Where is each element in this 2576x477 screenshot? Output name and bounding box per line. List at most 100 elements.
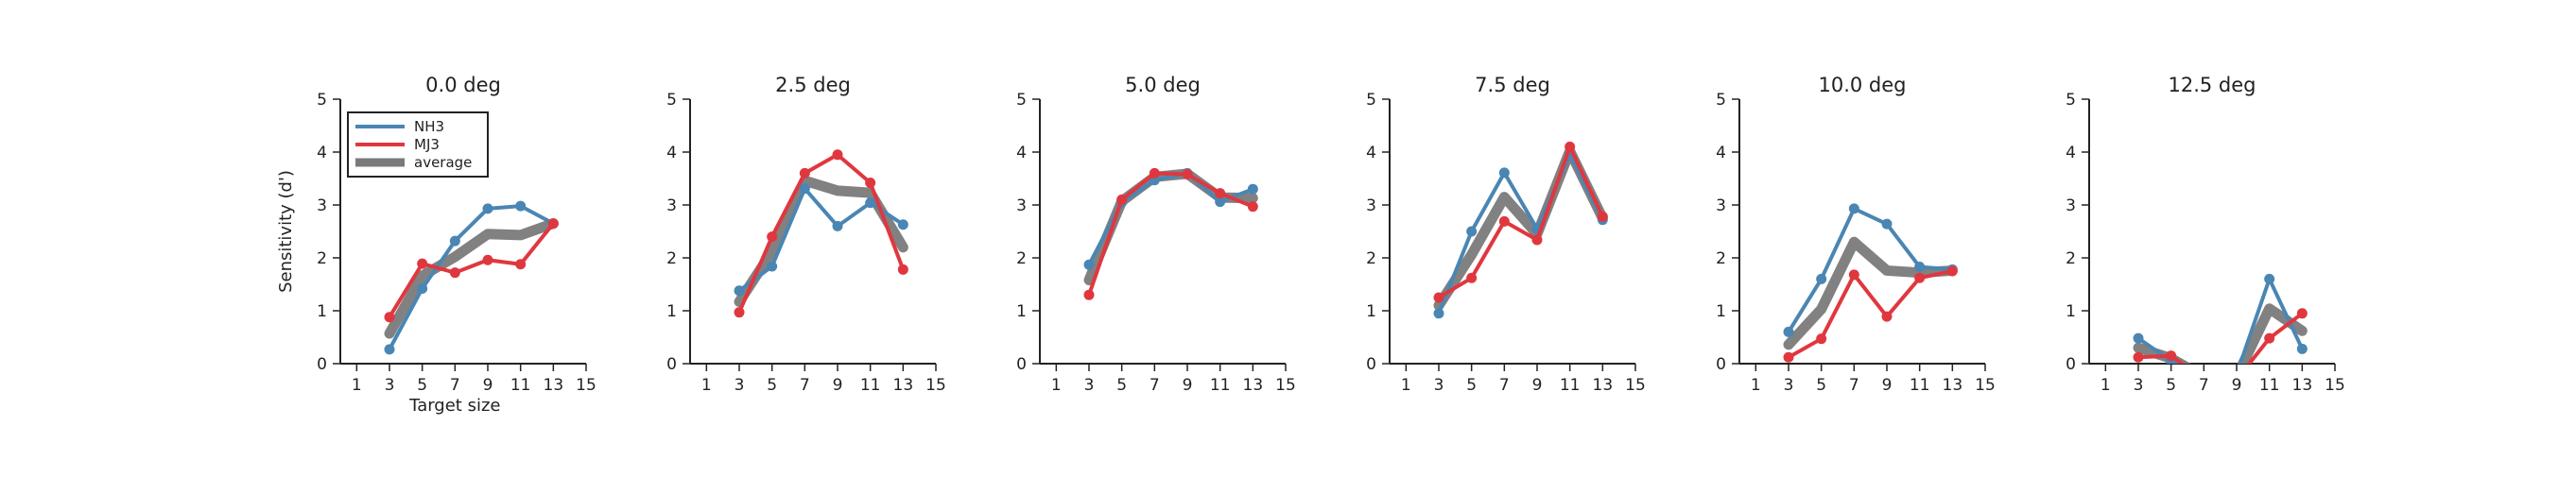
data-point-MJ3 bbox=[1565, 141, 1576, 152]
series-line-average bbox=[384, 218, 559, 339]
data-point-NH3 bbox=[2296, 343, 2308, 354]
x-tick-label: 13 bbox=[1243, 376, 1264, 395]
data-point-MJ3 bbox=[734, 307, 745, 318]
data-point-NH3 bbox=[449, 235, 460, 247]
y-tick-label: 4 bbox=[317, 144, 327, 162]
y-tick-label: 4 bbox=[666, 144, 677, 162]
y-tick-label: 3 bbox=[666, 196, 677, 215]
data-point-NH3 bbox=[1848, 203, 1859, 214]
x-tick-label: 1 bbox=[1401, 376, 1411, 395]
x-tick-label: 7 bbox=[800, 376, 810, 395]
x-tick-label: 13 bbox=[893, 376, 914, 395]
y-tick-label: 0 bbox=[2066, 355, 2076, 374]
data-point-MJ3 bbox=[799, 167, 810, 179]
y-tick-label: 1 bbox=[2066, 302, 2076, 321]
data-point-NH3 bbox=[1215, 196, 1226, 208]
data-point-MJ3 bbox=[1783, 351, 1794, 363]
y-tick-label: 2 bbox=[2066, 249, 2076, 268]
y-tick-label: 4 bbox=[1016, 144, 1027, 162]
y-tick-label: 0 bbox=[666, 355, 677, 374]
y-tick-label: 1 bbox=[666, 302, 677, 321]
y-axis-label: Sensitivity (d') bbox=[276, 170, 296, 293]
y-tick-label: 0 bbox=[317, 355, 327, 374]
plot-area bbox=[1783, 203, 1958, 363]
data-point-NH3 bbox=[767, 261, 778, 272]
panel-title: 7.5 deg bbox=[1475, 74, 1550, 96]
series-line-NH3 bbox=[1787, 206, 1955, 334]
y-tick-label: 2 bbox=[1366, 249, 1376, 268]
y-tick-label: 1 bbox=[317, 302, 327, 321]
data-point-NH3 bbox=[482, 203, 493, 214]
x-axis-label: Target size bbox=[408, 396, 500, 416]
y-tick-label: 5 bbox=[666, 91, 677, 110]
x-tick-label: 3 bbox=[2134, 376, 2144, 395]
data-point-NH3 bbox=[1433, 308, 1444, 319]
x-tick-label: 15 bbox=[576, 376, 596, 395]
x-tick-label: 7 bbox=[450, 376, 460, 395]
data-point-MJ3 bbox=[384, 312, 395, 323]
data-point-NH3 bbox=[1783, 326, 1794, 337]
data-point-MJ3 bbox=[417, 258, 428, 269]
x-tick-label: 13 bbox=[1593, 376, 1614, 395]
series-line-MJ3 bbox=[1437, 145, 1605, 299]
legend-label-NH3: NH3 bbox=[414, 118, 444, 135]
x-tick-label: 5 bbox=[417, 376, 427, 395]
y-tick-label: 5 bbox=[1016, 91, 1027, 110]
x-tick-label: 9 bbox=[2232, 376, 2242, 395]
data-point-MJ3 bbox=[2166, 350, 2177, 362]
x-tick-label: 13 bbox=[1943, 376, 1963, 395]
x-tick-label: 11 bbox=[510, 376, 531, 395]
plot-area bbox=[734, 149, 908, 318]
x-tick-label: 5 bbox=[1816, 376, 1826, 395]
series-line-MJ3 bbox=[2136, 311, 2305, 364]
data-point-NH3 bbox=[799, 183, 810, 195]
x-tick-label: 7 bbox=[1499, 376, 1510, 395]
data-point-NH3 bbox=[1466, 226, 1478, 237]
data-point-NH3 bbox=[734, 285, 745, 297]
data-point-NH3 bbox=[1498, 167, 1510, 179]
x-tick-label: 11 bbox=[1910, 376, 1930, 395]
data-point-MJ3 bbox=[832, 149, 843, 161]
legend-label-MJ3: MJ3 bbox=[414, 136, 440, 153]
y-tick-label: 1 bbox=[1716, 302, 1726, 321]
data-point-MJ3 bbox=[1083, 289, 1095, 300]
data-point-MJ3 bbox=[1215, 188, 1226, 199]
data-point-NH3 bbox=[1083, 259, 1095, 270]
y-tick-label: 1 bbox=[1016, 302, 1027, 321]
data-point-NH3 bbox=[897, 219, 908, 230]
y-tick-label: 1 bbox=[1366, 302, 1376, 321]
x-tick-label: 1 bbox=[1751, 376, 1761, 395]
y-tick-label: 0 bbox=[1366, 355, 1376, 374]
data-point-MJ3 bbox=[1848, 269, 1859, 281]
series-line-MJ3 bbox=[1787, 269, 1955, 360]
x-tick-label: 7 bbox=[2199, 376, 2209, 395]
y-tick-label: 5 bbox=[317, 91, 327, 110]
x-tick-label: 9 bbox=[1183, 376, 1193, 395]
data-point-MJ3 bbox=[2264, 332, 2275, 344]
data-point-NH3 bbox=[515, 200, 527, 212]
data-point-MJ3 bbox=[1116, 194, 1128, 205]
y-tick-label: 5 bbox=[2066, 91, 2076, 110]
x-tick-label: 5 bbox=[1466, 376, 1477, 395]
y-tick-label: 0 bbox=[1716, 355, 1726, 374]
data-point-MJ3 bbox=[1816, 333, 1827, 345]
data-point-MJ3 bbox=[1498, 215, 1510, 227]
data-point-MJ3 bbox=[1182, 169, 1193, 180]
x-tick-label: 15 bbox=[1975, 376, 1996, 395]
data-point-MJ3 bbox=[1597, 211, 1608, 222]
x-tick-label: 3 bbox=[1434, 376, 1444, 395]
series-line-MJ3 bbox=[1087, 171, 1255, 298]
data-point-MJ3 bbox=[865, 177, 876, 188]
y-tick-label: 2 bbox=[1016, 249, 1027, 268]
data-point-NH3 bbox=[1816, 273, 1827, 284]
y-tick-label: 3 bbox=[317, 196, 327, 215]
x-tick-label: 3 bbox=[1784, 376, 1794, 395]
